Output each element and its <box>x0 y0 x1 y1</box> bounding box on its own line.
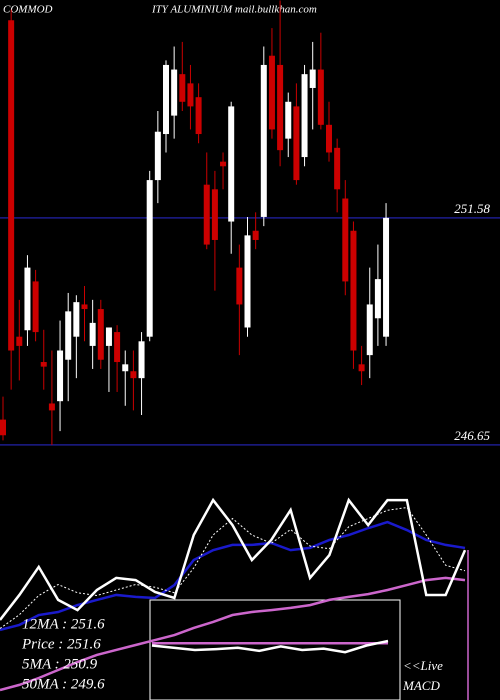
candle-body <box>244 235 251 328</box>
candle-body <box>228 106 235 222</box>
candle-body <box>154 131 161 181</box>
panel-label: <<Live <box>403 658 443 673</box>
title-part: ITY ALUMINIUM mail.bullkhan.com <box>151 4 317 16</box>
candle-body <box>252 230 259 240</box>
candle-body <box>350 230 357 351</box>
candle-body <box>65 311 72 360</box>
candle-body <box>32 281 39 333</box>
level-label: 246.65 <box>454 428 490 443</box>
candle-body <box>89 322 96 346</box>
candle-body <box>16 336 23 346</box>
candle-body <box>342 198 349 282</box>
legend-label: Price : 251.6 <box>21 636 101 652</box>
candle-body <box>326 124 332 153</box>
candle-body <box>146 180 153 337</box>
candle-body <box>301 74 308 158</box>
candle-body <box>138 341 145 379</box>
candle-body <box>187 83 194 107</box>
candle-body <box>122 364 129 372</box>
candle-body <box>105 327 112 346</box>
series-line <box>0 506 466 629</box>
candle-body <box>383 217 390 337</box>
candle-body <box>203 184 210 245</box>
level-label: 251.58 <box>454 201 490 216</box>
candle-body <box>114 332 121 363</box>
candle-body <box>268 55 275 130</box>
candle-body <box>73 302 80 337</box>
candle-body <box>0 419 6 436</box>
legend-label: 50MA : 249.6 <box>22 676 105 692</box>
candle-body <box>366 304 373 356</box>
candle-body <box>171 69 178 116</box>
candle-body <box>220 161 227 167</box>
candle-body <box>8 20 15 351</box>
candle-body <box>236 267 243 305</box>
candle-body <box>81 304 88 310</box>
candle-body <box>317 69 324 125</box>
candle-body <box>374 279 381 319</box>
candle-body <box>97 309 104 360</box>
candle-body <box>309 69 316 88</box>
candle-body <box>285 101 292 139</box>
candle-body <box>163 64 169 135</box>
candle-body <box>57 350 64 402</box>
candle-body <box>211 189 218 240</box>
candle-body <box>24 267 31 331</box>
candle-body <box>40 362 47 367</box>
candle-body <box>293 106 300 181</box>
candle-body <box>260 64 267 217</box>
candle-body <box>179 74 186 102</box>
legend-label: 5MA : 250.9 <box>22 656 98 672</box>
candle-body <box>130 371 137 379</box>
title-part: COMMOD <box>3 4 53 16</box>
series-line <box>0 520 466 632</box>
panel-label: MACD <box>402 678 440 693</box>
series-line <box>0 576 466 692</box>
series-line <box>151 639 389 654</box>
candle-body <box>358 364 365 372</box>
candle-body <box>195 97 202 135</box>
candle-body <box>277 64 284 151</box>
candle-body <box>48 403 55 411</box>
series-line <box>0 497 467 621</box>
candle-body <box>334 147 341 190</box>
legend-label: 12MA : 251.6 <box>22 616 105 632</box>
